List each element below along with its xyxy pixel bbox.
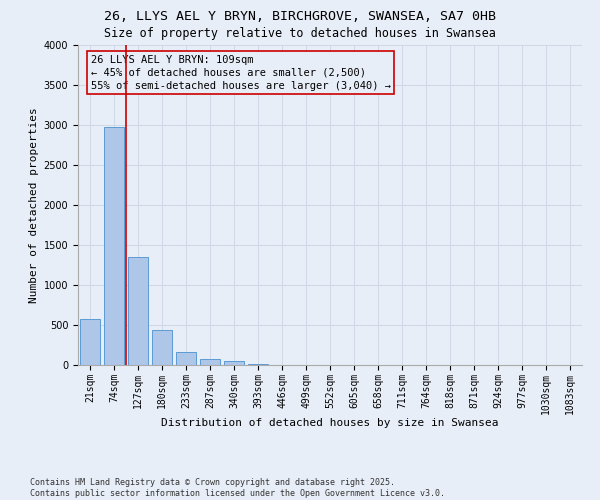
- Text: 26 LLYS AEL Y BRYN: 109sqm
← 45% of detached houses are smaller (2,500)
55% of s: 26 LLYS AEL Y BRYN: 109sqm ← 45% of deta…: [91, 54, 391, 91]
- Bar: [152, 330, 172, 365]
- X-axis label: Distribution of detached houses by size in Swansea: Distribution of detached houses by size …: [161, 418, 499, 428]
- Text: Contains HM Land Registry data © Crown copyright and database right 2025.
Contai: Contains HM Land Registry data © Crown c…: [30, 478, 445, 498]
- Bar: [248, 364, 268, 365]
- Bar: [80, 318, 100, 365]
- Text: Size of property relative to detached houses in Swansea: Size of property relative to detached ho…: [104, 28, 496, 40]
- Bar: [200, 358, 220, 365]
- Y-axis label: Number of detached properties: Number of detached properties: [29, 107, 40, 303]
- Bar: [224, 361, 244, 365]
- Bar: [176, 352, 196, 365]
- Bar: [104, 126, 124, 365]
- Bar: [128, 257, 148, 365]
- Text: 26, LLYS AEL Y BRYN, BIRCHGROVE, SWANSEA, SA7 0HB: 26, LLYS AEL Y BRYN, BIRCHGROVE, SWANSEA…: [104, 10, 496, 23]
